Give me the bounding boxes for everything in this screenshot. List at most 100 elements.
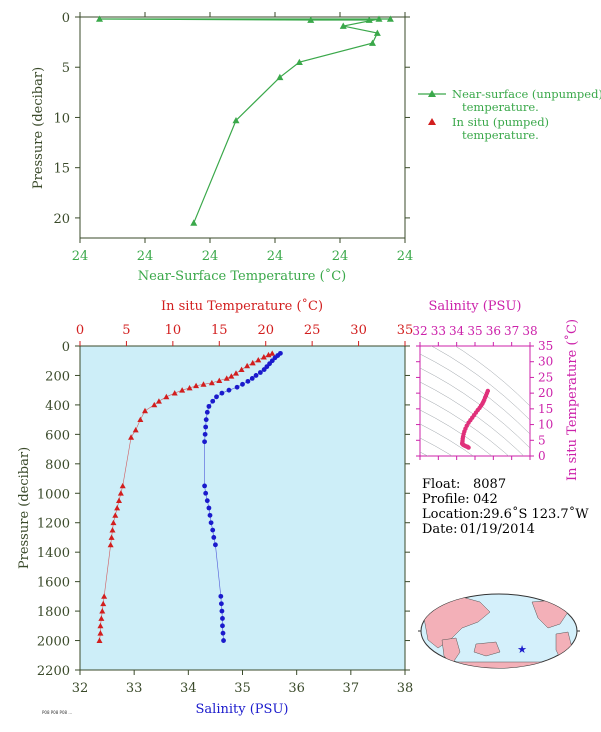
profile-salinity-point — [207, 512, 213, 518]
ts-density-contour — [420, 367, 530, 449]
profile-salinity-point — [221, 638, 226, 643]
profile-temperature-tick-label: 30 — [350, 323, 367, 338]
top-x-tick-label: 24 — [267, 249, 284, 264]
profile-temperature-point — [119, 482, 126, 489]
ts-y-tick-label: 0 — [538, 449, 546, 463]
profile-salinity-point — [210, 527, 216, 533]
profile-temperature-point — [116, 497, 122, 504]
info-float-label: Float: — [422, 477, 460, 492]
profile-temperature-point — [142, 407, 148, 414]
profile-temperature-point — [208, 379, 215, 386]
near-surface-point — [373, 29, 381, 36]
profile-salinity-tick-label: 36 — [288, 681, 305, 696]
profile-salinity-point — [234, 384, 240, 390]
profile-temperature-point — [228, 373, 235, 379]
ts-y-tick-label: 10 — [538, 418, 553, 432]
profile-y-tick-label: 600 — [45, 428, 70, 443]
map-land-africa-south — [441, 637, 461, 665]
near-surface-point — [369, 39, 376, 46]
profile-salinity-tick-label: 38 — [397, 681, 414, 696]
ts-y-tick-label: 25 — [538, 370, 553, 384]
profile-temperature-point — [110, 519, 117, 526]
profile-y-tick-label: 1400 — [37, 546, 70, 561]
profile-temperature-point — [260, 354, 267, 360]
ts-density-contour — [420, 353, 530, 435]
info-date-label: Date: — [422, 522, 457, 537]
profile-salinity-point — [219, 390, 225, 396]
profile-salinity-point — [203, 417, 209, 423]
profile-salinity-point — [218, 601, 224, 607]
profile-temperature-point — [109, 527, 116, 533]
profile-temperature-point — [99, 608, 106, 614]
profile-temperature-point — [223, 375, 230, 381]
ts-y-tick-label: 20 — [538, 386, 553, 400]
profile-salinity-point — [257, 370, 263, 375]
profile-salinity-point — [211, 535, 217, 540]
top-x-tick-label: 24 — [202, 249, 219, 264]
profile-temperature-point — [265, 351, 272, 358]
map-land-australia — [473, 641, 501, 657]
map-float-location-star-icon: ★ — [517, 643, 527, 656]
profile-temperature-point — [200, 381, 207, 387]
profile-salinity-point — [220, 623, 225, 629]
top-plot-frame — [79, 16, 406, 239]
profile-salinity-point — [206, 505, 212, 511]
profile-salinity-point — [203, 424, 209, 430]
profile-temperature-point — [112, 512, 119, 518]
profile-salinity-tick-label: 35 — [234, 681, 251, 696]
near-surface-point — [365, 16, 373, 23]
profile-temperature-axis: 0 5 10 15 20 25 30 35 — [76, 323, 413, 346]
profile-y-tick-label: 1800 — [37, 605, 70, 620]
profile-temperature-point — [96, 637, 103, 643]
profile-temperature-point — [101, 593, 108, 599]
ts-x-tick-label: 34 — [449, 324, 465, 338]
profile-salinity-point — [220, 616, 225, 621]
profile-y-tick-label: 1600 — [37, 576, 70, 591]
profile-y-tick-label: 400 — [45, 399, 70, 414]
info-location-value: 29.6˚S 123.7˚W — [483, 506, 589, 522]
legend-in-situ-line2: temperature. — [462, 128, 539, 142]
near-surface-point — [276, 73, 284, 81]
profile-salinity-point — [204, 498, 210, 504]
profile-salinity-point — [249, 376, 255, 381]
ts-points — [459, 388, 491, 450]
profile-temperature-point — [216, 377, 223, 384]
location-map: ★ — [418, 593, 580, 669]
profile-salinity-point — [210, 398, 216, 404]
profile-salinity-point — [261, 367, 267, 372]
ts-density-contour — [420, 381, 525, 456]
profile-salinity-point — [214, 394, 219, 400]
ts-density-contour — [420, 409, 493, 456]
profile-salinity-point — [206, 403, 212, 409]
profile-temperature-point — [100, 600, 107, 607]
ts-y-axis-label: In situ Temperature (˚C) — [564, 319, 580, 481]
ts-density-contour — [430, 346, 530, 421]
profile-temperature-point — [137, 416, 144, 423]
profile-temperature-point — [249, 359, 256, 366]
top-y-axis: 0 5 10 15 20 — [53, 11, 410, 227]
legend-in-situ-line1: In situ (pumped) — [452, 115, 549, 129]
ts-y-tick-label: 5 — [538, 433, 546, 447]
profile-temperature-point — [97, 630, 104, 636]
profile-temperature-point — [98, 615, 105, 621]
profile-temperature-point — [179, 387, 186, 393]
profile-y-axis-label: Pressure (decibar) — [17, 447, 32, 569]
near-surface-point — [375, 15, 383, 22]
top-x-tick-label: 24 — [332, 249, 349, 264]
top-y-tick-label: 0 — [62, 11, 70, 26]
near-surface-point — [295, 58, 303, 66]
profile-temperature-point — [128, 434, 135, 440]
profile-temperature-point — [255, 356, 262, 363]
top-x-tick-label: 24 — [397, 249, 414, 264]
ts-density-contour — [454, 346, 530, 407]
profile-salinity-point — [202, 431, 208, 437]
profile-salinity-point — [226, 387, 232, 393]
profile-plot-frame — [79, 345, 406, 671]
profile-temperature-point — [108, 534, 115, 540]
legend-near-surface-marker — [428, 90, 436, 97]
legend-in-situ-marker — [428, 118, 436, 125]
ts-y-tick-label: 35 — [538, 339, 553, 353]
